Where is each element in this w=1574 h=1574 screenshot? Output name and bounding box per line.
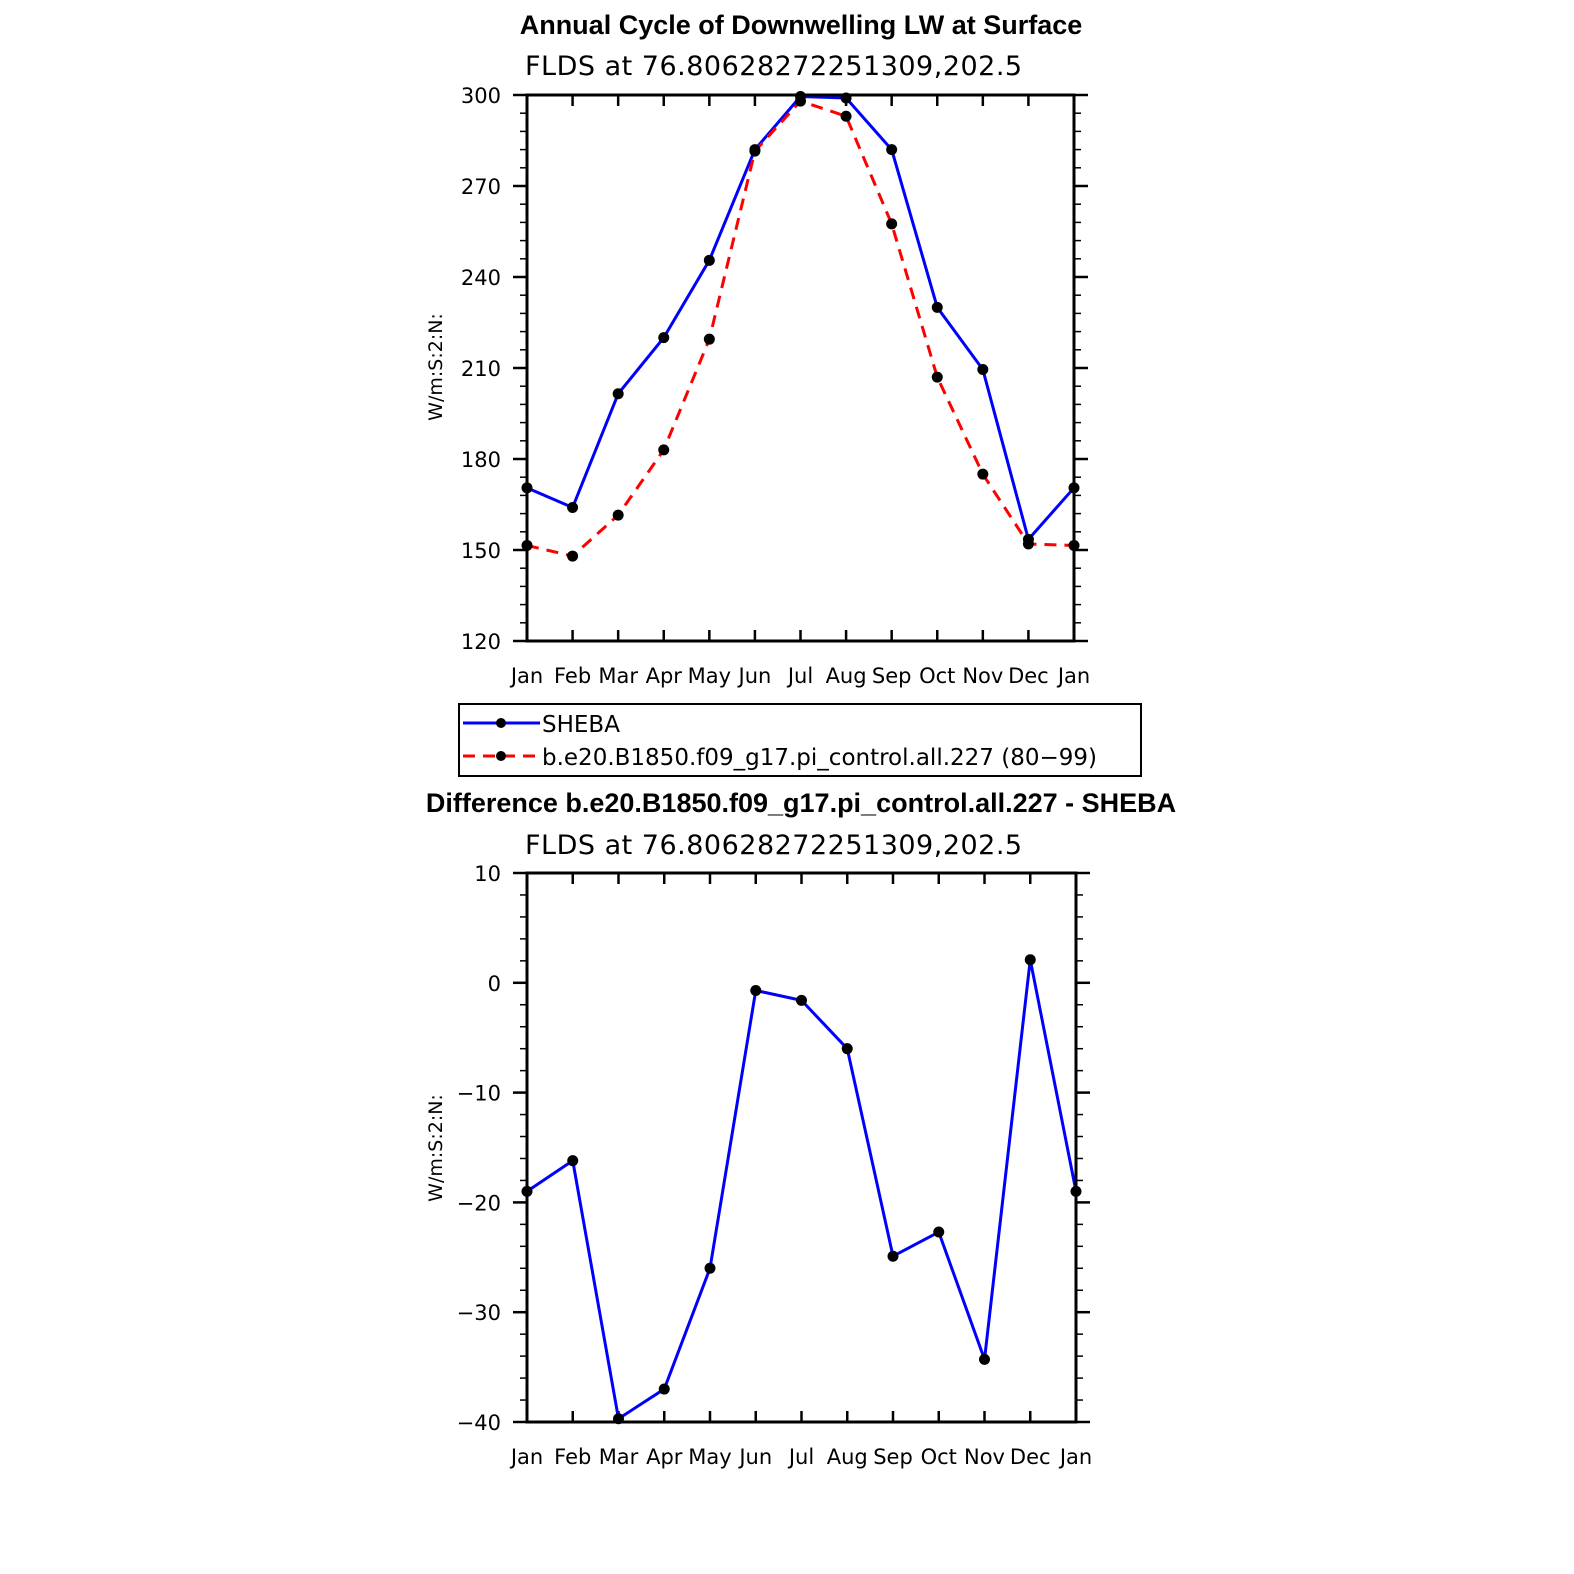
data-point — [750, 984, 762, 996]
x-tick-label: May — [688, 1445, 731, 1469]
series-line-a — [526, 95, 1076, 541]
data-point — [749, 145, 761, 157]
y-axis-label: W/m:S:2:N: — [425, 313, 447, 421]
data-point — [796, 994, 807, 1006]
axes-ticks: Jan Feb Mar Apr May Jun Jul Aug Sep Oct Nov Dec Jan 1… — [461, 84, 1090, 688]
data-point — [886, 144, 898, 156]
plot-frame — [525, 871, 1078, 1424]
x-tick-label: Jul — [787, 1445, 814, 1469]
y-tick-label: 150 — [461, 539, 501, 563]
y-tick-label: −20 — [457, 1191, 501, 1215]
data-point — [612, 388, 624, 400]
y-tick-label: −30 — [457, 1301, 501, 1325]
x-tick-label: Jul — [786, 664, 813, 688]
chart-subtitle: FLDS at 76.80628272251309,202.5 — [525, 830, 1023, 861]
data-point — [612, 509, 624, 521]
x-tick-label: Jan — [1056, 664, 1090, 688]
x-tick-label: Mar — [599, 1445, 639, 1469]
annual-cycle-panel: Annual Cycle of Downwelling LW at Surfac… — [425, 10, 1142, 777]
legend-box — [458, 703, 1142, 777]
x-tick-label: Feb — [554, 1445, 591, 1469]
y-axis-label: W/m:S:2:N: — [425, 1094, 447, 1202]
data-point — [977, 468, 989, 480]
x-tick-label: Jan — [509, 664, 543, 688]
y-tick-label: 270 — [461, 175, 501, 199]
x-tick-label: Jun — [737, 664, 772, 688]
series-lines — [521, 954, 1082, 1425]
data-point — [931, 301, 943, 313]
data-point — [841, 1043, 853, 1055]
series-lines — [521, 91, 1080, 562]
chart-title: Annual Cycle of Downwelling LW at Surfac… — [520, 10, 1083, 40]
data-point — [567, 1155, 579, 1167]
y-tick-label: 180 — [461, 448, 501, 472]
legend-marker-model — [496, 751, 506, 761]
x-tick-label: Mar — [598, 664, 638, 688]
legend-label-model: b.e20.B1850.f09_g17.pi_control.all.227 (… — [542, 745, 1097, 771]
legend-item-sheba: SHEBA — [463, 712, 620, 738]
x-tick-label: Aug — [827, 1445, 868, 1469]
x-tick-label: Jan — [1058, 1445, 1092, 1469]
data-point — [658, 332, 670, 344]
x-tick-label: Nov — [964, 1445, 1005, 1469]
data-point — [795, 95, 806, 107]
data-point — [979, 1353, 990, 1365]
legend-item-model: b.e20.B1850.f09_g17.pi_control.all.227 (… — [463, 745, 1097, 771]
data-point — [703, 333, 715, 345]
y-tick-label: −10 — [457, 1082, 501, 1106]
x-tick-label: Dec — [1008, 664, 1049, 688]
chart-title: Difference b.e20.B1850.f09_g17.pi_contro… — [426, 788, 1176, 818]
x-tick-label: Sep — [873, 1445, 913, 1469]
data-point — [886, 218, 898, 230]
data-point — [567, 550, 579, 562]
y-tick-label: 120 — [461, 630, 501, 654]
x-tick-label: Feb — [554, 664, 591, 688]
data-point — [1022, 538, 1034, 550]
legend-label-sheba: SHEBA — [542, 712, 620, 738]
series-line-a — [526, 958, 1078, 1421]
y-tick-label: 300 — [461, 84, 501, 108]
data-point — [703, 254, 715, 266]
data-point — [840, 110, 852, 122]
x-tick-label: Sep — [872, 664, 912, 688]
data-point — [567, 502, 579, 514]
data-point — [1024, 954, 1036, 966]
plot-frame — [525, 93, 1076, 643]
axes-ticks: Jan Feb Mar Apr May Jun Jul Aug Sep Oct Nov Dec Jan−… — [457, 862, 1093, 1469]
x-tick-label: Dec — [1010, 1445, 1051, 1469]
x-tick-label: Apr — [646, 664, 683, 688]
y-tick-label: 10 — [474, 862, 501, 886]
data-point — [931, 371, 943, 383]
chart-subtitle: FLDS at 76.80628272251309,202.5 — [525, 51, 1023, 82]
y-tick-label: 0 — [488, 972, 501, 996]
data-point — [977, 364, 989, 376]
x-tick-label: Apr — [646, 1445, 683, 1469]
data-point — [658, 1383, 670, 1395]
difference-panel: Difference b.e20.B1850.f09_g17.pi_contro… — [425, 788, 1176, 1469]
x-tick-label: Jan — [509, 1445, 543, 1469]
legend: SHEBA b.e20.B1850.f09_g17.pi_control.all… — [458, 703, 1142, 777]
data-point — [933, 1226, 945, 1238]
y-tick-label: −40 — [457, 1411, 501, 1435]
x-tick-label: Nov — [962, 664, 1003, 688]
legend-marker-sheba — [496, 718, 506, 728]
x-tick-label: May — [688, 664, 731, 688]
series-line-b — [526, 99, 1075, 558]
x-tick-label: Oct — [919, 664, 955, 688]
data-point — [887, 1250, 899, 1262]
x-tick-label: Oct — [921, 1445, 957, 1469]
y-tick-label: 210 — [461, 357, 501, 381]
data-point — [704, 1262, 716, 1274]
y-tick-label: 240 — [461, 266, 501, 290]
data-point — [658, 444, 670, 456]
x-tick-label: Aug — [826, 664, 867, 688]
x-tick-label: Jun — [737, 1445, 772, 1469]
